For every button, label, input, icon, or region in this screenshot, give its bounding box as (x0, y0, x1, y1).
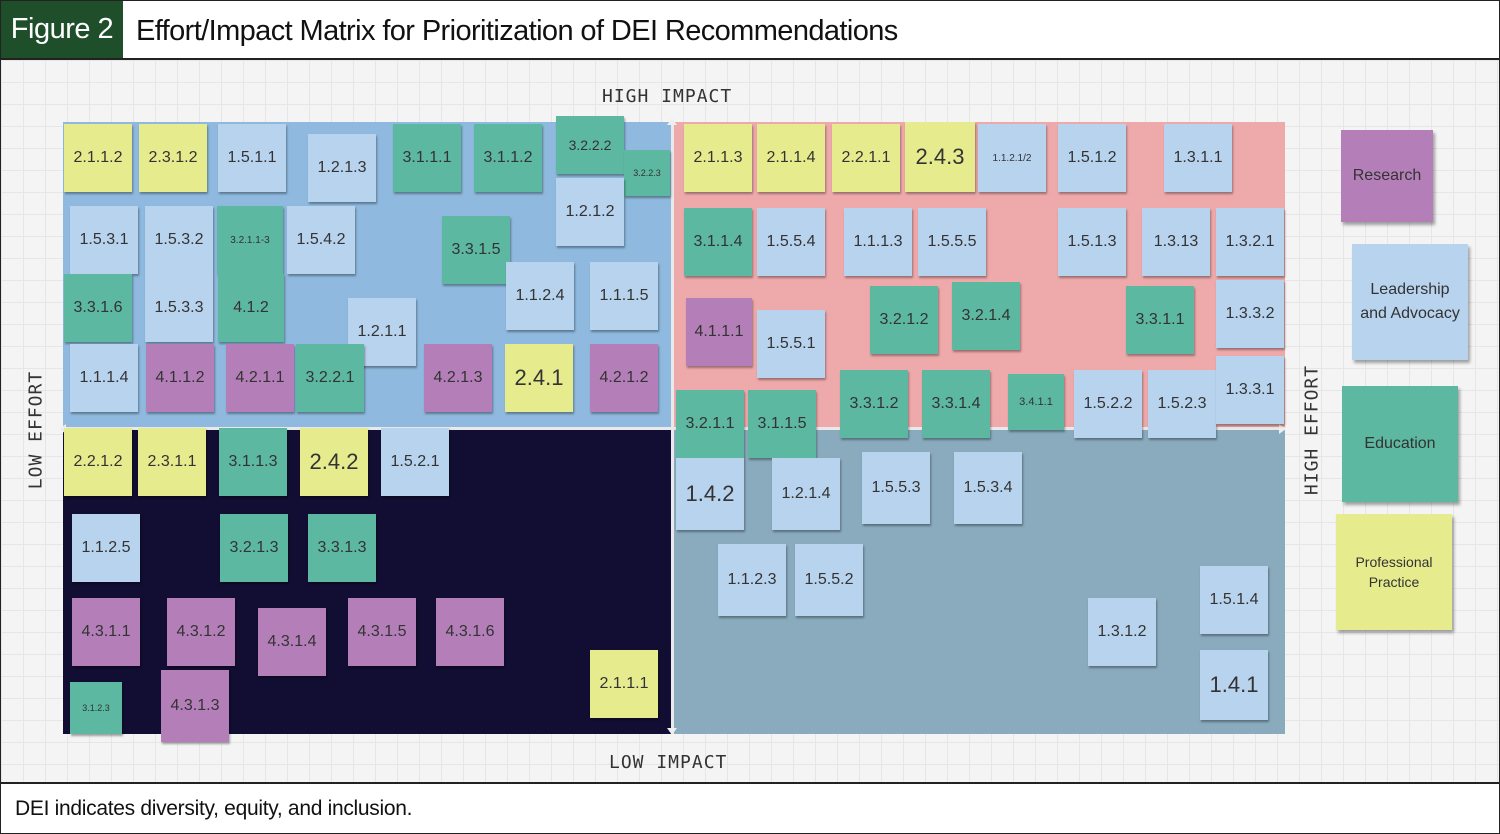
sticky-note: 1.5.2.1 (381, 428, 449, 496)
sticky-note: 3.2.1.3 (220, 514, 288, 582)
figure-header: Figure 2 Effort/Impact Matrix for Priori… (1, 1, 1499, 60)
sticky-note: 2.2.1.1 (832, 124, 900, 192)
sticky-note: 1.3.2.1 (1216, 208, 1284, 276)
sticky-note: 2.1.1.3 (684, 124, 752, 192)
sticky-note: 4.3.1.6 (436, 598, 504, 666)
arrow-right-icon (1279, 424, 1286, 434)
sticky-note: 3.1.1.3 (219, 428, 287, 496)
sticky-note: 2.3.1.1 (138, 428, 206, 496)
sticky-note: 1.5.5.1 (757, 310, 825, 378)
sticky-note: 1.5.4.2 (287, 206, 355, 274)
sticky-note: 2.3.1.2 (139, 124, 207, 192)
axis-label-low-effort: LOW EFFORT (25, 370, 47, 490)
sticky-note: 1.1.1.5 (590, 262, 658, 330)
legend-item-education: Education (1342, 386, 1458, 502)
sticky-note: 1.3.13 (1142, 208, 1210, 276)
sticky-note: 1.5.1.2 (1058, 124, 1126, 192)
sticky-note: 1.4.2 (676, 458, 744, 530)
legend-item-research: Research (1341, 130, 1433, 222)
sticky-note: 3.2.1.1 (676, 390, 744, 458)
sticky-note: 1.5.5.2 (795, 544, 863, 616)
sticky-note: 2.4.1 (505, 344, 573, 412)
sticky-note: 1.2.1.4 (772, 458, 840, 530)
sticky-note: 2.4.2 (300, 428, 368, 496)
sticky-note: 1.5.1.1 (218, 124, 286, 192)
sticky-note: 1.4.1 (1200, 650, 1268, 720)
sticky-note: 1.5.5.5 (918, 208, 986, 276)
figure-label: Figure 2 (1, 1, 123, 58)
sticky-note: 1.1.2.4 (506, 262, 574, 330)
arrow-down-icon (667, 728, 677, 735)
sticky-note: 3.2.2.1 (296, 344, 364, 412)
axis-label-high-impact: HIGH IMPACT (602, 86, 733, 107)
sticky-note: 1.5.3.1 (70, 206, 138, 274)
axis-label-low-impact: LOW IMPACT (609, 752, 728, 773)
sticky-note: 1.1.1.4 (70, 344, 138, 412)
legend-item-practice: Professional Practice (1336, 514, 1452, 630)
sticky-note: 1.1.2.1/2 (978, 124, 1046, 192)
sticky-note: 1.1.1.3 (844, 208, 912, 276)
sticky-note: 4.1.2 (218, 274, 284, 342)
sticky-note: 3.4.1.1 (1008, 374, 1064, 430)
sticky-note: 3.3.1.2 (840, 370, 908, 438)
sticky-note: 1.5.3.3 (145, 274, 213, 342)
axis-label-high-effort: HIGH EFFORT (1301, 364, 1323, 496)
sticky-note: 4.1.1.1 (686, 298, 752, 366)
sticky-note: 3.2.1.4 (952, 282, 1020, 350)
figure-footnote: DEI indicates diversity, equity, and inc… (15, 797, 413, 820)
sticky-note: 1.5.5.3 (862, 452, 930, 524)
sticky-note: 3.2.1.2 (870, 286, 938, 354)
arrow-left-icon (59, 424, 66, 434)
legend-item-leadership: Leadership and Advocacy (1352, 244, 1468, 360)
sticky-note: 3.1.1.2 (474, 124, 542, 192)
sticky-note: 4.3.1.2 (167, 598, 235, 666)
sticky-note: 1.1.2.3 (718, 544, 786, 616)
sticky-note: 1.2.1.3 (308, 134, 376, 202)
sticky-note: 3.3.1.4 (922, 370, 990, 438)
sticky-note: 4.1.1.2 (146, 344, 214, 412)
sticky-note: 1.5.2.2 (1074, 370, 1142, 438)
sticky-note: 3.2.1.1-3 (217, 206, 283, 274)
sticky-note: 3.2.2.3 (624, 150, 670, 196)
sticky-note: 4.2.1.1 (226, 344, 294, 412)
sticky-note: 2.1.1.4 (757, 124, 825, 192)
sticky-note: 1.3.3.2 (1216, 280, 1284, 348)
sticky-note: 2.4.3 (905, 122, 975, 192)
sticky-note: 1.2.1.2 (556, 178, 624, 246)
sticky-note: 1.3.1.2 (1088, 598, 1156, 666)
sticky-note: 3.3.1.5 (442, 216, 510, 284)
effort-axis-line (63, 427, 1285, 430)
sticky-note: 3.1.1.1 (393, 124, 461, 192)
sticky-note: 1.5.1.4 (1200, 566, 1268, 634)
sticky-note: 2.2.1.2 (64, 428, 132, 496)
sticky-note: 3.3.1.6 (64, 274, 132, 342)
sticky-note: 1.3.3.1 (1216, 356, 1284, 424)
sticky-note: 4.3.1.1 (72, 598, 140, 666)
sticky-note: 1.5.3.2 (145, 206, 213, 274)
sticky-note: 2.1.1.2 (64, 124, 132, 192)
sticky-note: 3.2.2.2 (556, 116, 624, 174)
sticky-note: 1.3.1.1 (1164, 124, 1232, 192)
sticky-note: 1.5.2.3 (1148, 370, 1216, 438)
sticky-note: 4.3.1.3 (161, 670, 229, 742)
sticky-note: 4.3.1.5 (348, 598, 416, 666)
sticky-note: 3.3.1.1 (1126, 286, 1194, 354)
arrow-up-icon (667, 118, 677, 125)
sticky-note: 3.1.1.4 (684, 208, 752, 276)
sticky-note: 1.5.5.4 (757, 208, 825, 276)
sticky-note: 3.1.2.3 (70, 682, 122, 734)
sticky-note: 2.1.1.1 (590, 650, 658, 718)
sticky-note: 3.1.1.5 (748, 390, 816, 458)
sticky-note: 1.5.3.4 (954, 452, 1022, 524)
sticky-note: 4.2.1.2 (590, 344, 658, 412)
sticky-note: 4.3.1.4 (258, 608, 326, 676)
sticky-note: 1.5.1.3 (1058, 208, 1126, 276)
sticky-note: 1.1.2.5 (72, 514, 140, 582)
sticky-note: 3.3.1.3 (308, 514, 376, 582)
sticky-note: 4.2.1.3 (424, 344, 492, 412)
figure-title: Effort/Impact Matrix for Prioritization … (136, 15, 898, 47)
